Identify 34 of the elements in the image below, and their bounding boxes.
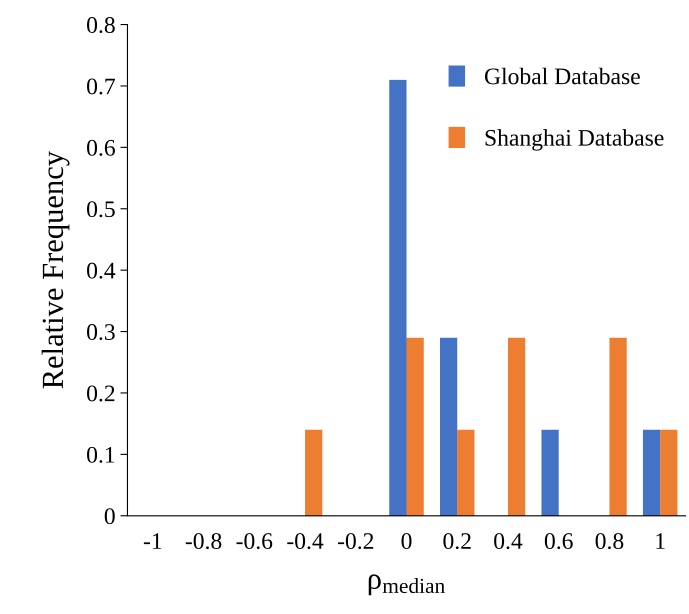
- y-tick-label: 0.2: [87, 385, 114, 402]
- x-tick-label: -0.4: [287, 533, 324, 550]
- bar: [440, 338, 458, 516]
- y-tick-label: 0.3: [87, 324, 115, 340]
- x-tick-label: 1: [656, 533, 665, 549]
- x-tick-label: -0.2: [338, 533, 374, 550]
- y-tick-label: 0.1: [87, 446, 114, 463]
- y-tick-label: 0: [104, 508, 115, 524]
- bar: [642, 430, 660, 516]
- legend-label: Global Database: [484, 68, 640, 84]
- bar: [660, 430, 678, 516]
- x-tick-label: 0.6: [544, 533, 573, 550]
- y-tick-label: 0.8: [87, 17, 115, 34]
- x-tick-label: -0.6: [236, 533, 272, 550]
- x-axis-title: ρ$_{median}$: [368, 574, 445, 596]
- y-tick-label: 0.7: [87, 78, 115, 94]
- x-tick-label: -0.8: [186, 533, 222, 550]
- bar: [389, 80, 407, 516]
- bar: [508, 338, 526, 516]
- x-tick-label: 0.2: [443, 533, 471, 550]
- bar: [305, 430, 322, 516]
- y-tick-label: 0.4: [87, 262, 116, 279]
- x-tick-label: 0.4: [494, 533, 522, 550]
- bar: [406, 338, 424, 516]
- bar: [541, 430, 559, 516]
- bar: [457, 430, 474, 516]
- y-tick-label: 0.5: [87, 201, 115, 218]
- x-tick-label: 0.8: [596, 533, 624, 550]
- y-axis-title: Relative Frequency: [42, 151, 70, 388]
- x-tick-label: -1: [144, 533, 162, 549]
- legend-label: Shanghai Database: [486, 129, 664, 151]
- y-tick-label: 0.6: [87, 140, 115, 156]
- bar: [609, 338, 627, 516]
- x-tick-label: 0: [402, 533, 412, 550]
